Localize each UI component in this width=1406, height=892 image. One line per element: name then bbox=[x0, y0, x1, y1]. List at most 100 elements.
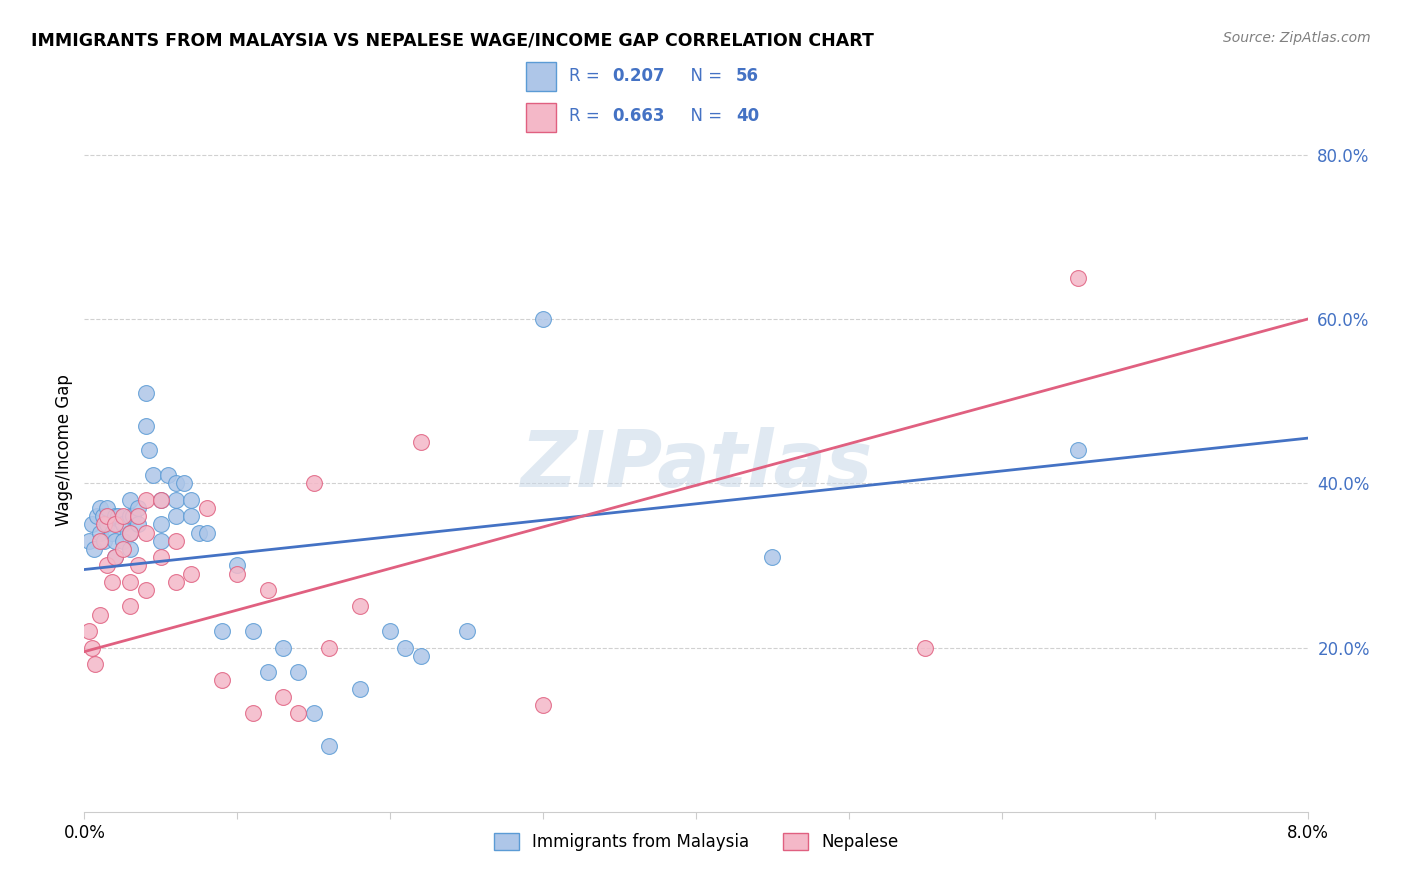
Point bbox=[149, 550, 172, 565]
Point bbox=[120, 509, 142, 524]
Point bbox=[349, 599, 371, 614]
Point bbox=[111, 541, 134, 556]
Point bbox=[531, 312, 554, 326]
Point bbox=[127, 558, 149, 573]
Point bbox=[80, 517, 103, 532]
Point bbox=[149, 492, 172, 507]
Point bbox=[111, 517, 134, 532]
Point bbox=[165, 492, 187, 507]
Point bbox=[456, 624, 478, 639]
Point bbox=[149, 517, 172, 532]
Point bbox=[89, 525, 111, 540]
Point bbox=[89, 607, 111, 622]
Text: Source: ZipAtlas.com: Source: ZipAtlas.com bbox=[1223, 31, 1371, 45]
Point bbox=[96, 558, 118, 573]
Point bbox=[135, 492, 157, 507]
Point bbox=[104, 509, 127, 524]
Point bbox=[188, 525, 211, 540]
Text: 40: 40 bbox=[735, 107, 759, 126]
Text: 0.663: 0.663 bbox=[612, 107, 665, 126]
Point bbox=[93, 533, 115, 548]
Point bbox=[89, 500, 111, 515]
Y-axis label: Wage/Income Gap: Wage/Income Gap bbox=[55, 375, 73, 526]
Point bbox=[287, 665, 309, 680]
Point bbox=[77, 533, 100, 548]
Point bbox=[149, 492, 172, 507]
Point bbox=[195, 525, 218, 540]
Point bbox=[349, 681, 371, 696]
Text: 0.207: 0.207 bbox=[612, 67, 665, 86]
Point bbox=[120, 541, 142, 556]
Point bbox=[211, 673, 233, 688]
Point bbox=[96, 500, 118, 515]
Point bbox=[138, 443, 160, 458]
Point bbox=[149, 533, 172, 548]
Point bbox=[135, 525, 157, 540]
Point bbox=[1067, 443, 1090, 458]
Point bbox=[380, 624, 402, 639]
Point bbox=[86, 509, 108, 524]
Text: R =: R = bbox=[569, 107, 605, 126]
Point bbox=[96, 509, 118, 524]
Point bbox=[257, 665, 280, 680]
Legend: Immigrants from Malaysia, Nepalese: Immigrants from Malaysia, Nepalese bbox=[486, 826, 905, 857]
Point bbox=[318, 739, 340, 753]
Point bbox=[914, 640, 936, 655]
Point bbox=[89, 533, 111, 548]
Point bbox=[157, 468, 180, 483]
Text: IMMIGRANTS FROM MALAYSIA VS NEPALESE WAGE/INCOME GAP CORRELATION CHART: IMMIGRANTS FROM MALAYSIA VS NEPALESE WAG… bbox=[31, 31, 873, 49]
Point bbox=[409, 435, 432, 450]
Point bbox=[83, 541, 105, 556]
Text: N =: N = bbox=[681, 107, 727, 126]
Point bbox=[91, 509, 114, 524]
Point bbox=[226, 558, 249, 573]
Point bbox=[180, 492, 202, 507]
Point bbox=[271, 640, 294, 655]
Point bbox=[104, 517, 127, 532]
Point bbox=[142, 468, 165, 483]
Point bbox=[1067, 271, 1090, 285]
Point bbox=[101, 525, 124, 540]
Point bbox=[120, 599, 142, 614]
Point bbox=[122, 509, 145, 524]
Point bbox=[180, 509, 202, 524]
Point bbox=[409, 648, 432, 663]
Point bbox=[271, 690, 294, 704]
Point bbox=[96, 517, 118, 532]
Text: R =: R = bbox=[569, 67, 605, 86]
Point bbox=[165, 574, 187, 589]
Point bbox=[77, 624, 100, 639]
Point bbox=[104, 533, 127, 548]
Point bbox=[127, 509, 149, 524]
Point bbox=[135, 386, 157, 401]
Point bbox=[242, 706, 264, 721]
Point bbox=[302, 476, 325, 491]
Point bbox=[165, 533, 187, 548]
Point bbox=[242, 624, 264, 639]
Point bbox=[226, 566, 249, 581]
Text: N =: N = bbox=[681, 67, 727, 86]
Point bbox=[120, 525, 142, 540]
Point bbox=[257, 582, 280, 597]
Point bbox=[173, 476, 195, 491]
Point bbox=[302, 706, 325, 721]
Point bbox=[120, 492, 142, 507]
Point bbox=[394, 640, 416, 655]
Point bbox=[195, 500, 218, 515]
Point bbox=[111, 533, 134, 548]
Point bbox=[93, 517, 115, 532]
Point bbox=[318, 640, 340, 655]
Point bbox=[165, 509, 187, 524]
Point bbox=[127, 517, 149, 532]
Point bbox=[104, 550, 127, 565]
Text: ZIPatlas: ZIPatlas bbox=[520, 427, 872, 503]
FancyBboxPatch shape bbox=[526, 62, 557, 91]
Point bbox=[165, 476, 187, 491]
Text: 56: 56 bbox=[735, 67, 759, 86]
Point bbox=[101, 574, 124, 589]
Point bbox=[135, 582, 157, 597]
Point bbox=[120, 574, 142, 589]
Point bbox=[127, 500, 149, 515]
FancyBboxPatch shape bbox=[526, 103, 557, 132]
Point bbox=[180, 566, 202, 581]
